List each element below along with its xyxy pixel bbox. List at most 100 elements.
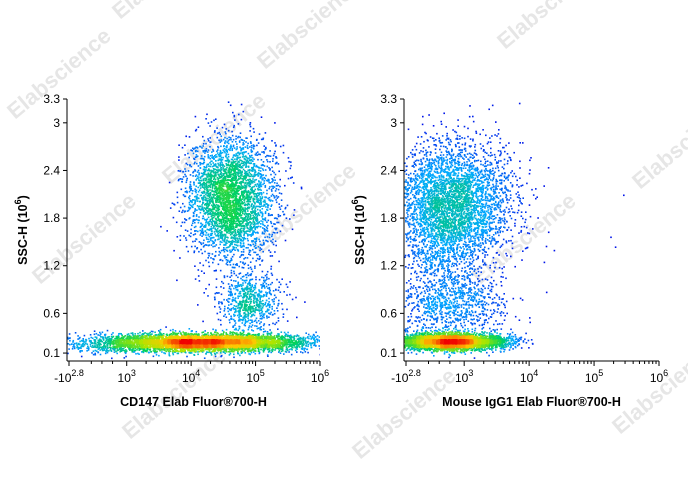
event-point bbox=[228, 138, 231, 141]
event-point bbox=[188, 190, 191, 193]
event-point bbox=[235, 309, 237, 311]
event-point bbox=[300, 186, 303, 189]
event-point bbox=[240, 209, 242, 212]
event-point bbox=[232, 167, 234, 170]
event-point bbox=[224, 192, 227, 194]
event-point bbox=[205, 203, 208, 205]
event-point bbox=[234, 308, 237, 310]
event-point bbox=[225, 199, 228, 202]
event-point bbox=[247, 247, 249, 249]
event-point bbox=[233, 272, 236, 275]
event-point bbox=[212, 200, 214, 202]
event-point bbox=[245, 308, 247, 310]
event-point bbox=[184, 170, 187, 173]
event-point bbox=[273, 217, 276, 220]
event-point bbox=[81, 344, 83, 346]
event-point bbox=[260, 248, 263, 250]
event-point bbox=[179, 257, 181, 259]
event-point bbox=[220, 235, 222, 238]
event-point bbox=[117, 334, 120, 337]
event-point bbox=[202, 179, 205, 181]
event-point bbox=[312, 342, 315, 344]
event-point bbox=[264, 156, 267, 158]
event-point bbox=[231, 158, 234, 161]
event-point bbox=[189, 189, 192, 192]
event-point bbox=[218, 154, 221, 156]
event-point bbox=[245, 165, 248, 168]
event-point bbox=[247, 198, 250, 201]
event-point bbox=[141, 347, 143, 350]
event-point bbox=[221, 175, 223, 177]
event-point bbox=[262, 333, 265, 336]
event-point bbox=[205, 234, 207, 236]
event-point bbox=[189, 181, 192, 183]
event-point bbox=[194, 161, 196, 164]
event-point bbox=[186, 191, 188, 194]
event-point bbox=[195, 191, 197, 194]
event-point bbox=[251, 334, 253, 337]
event-point bbox=[244, 170, 246, 172]
event-point bbox=[207, 244, 210, 247]
event-point bbox=[246, 224, 249, 226]
event-point bbox=[217, 166, 219, 168]
event-point bbox=[255, 317, 258, 320]
event-point bbox=[261, 208, 264, 210]
event-point bbox=[127, 333, 130, 335]
event-point bbox=[255, 193, 257, 195]
event-point bbox=[207, 186, 209, 189]
event-point bbox=[235, 168, 237, 170]
event-point bbox=[228, 183, 230, 186]
event-point bbox=[254, 153, 257, 156]
event-point bbox=[254, 211, 256, 214]
event-point bbox=[218, 185, 220, 187]
event-point bbox=[225, 226, 228, 229]
event-point bbox=[177, 352, 180, 355]
event-point bbox=[247, 210, 249, 212]
event-point bbox=[205, 197, 207, 200]
event-point bbox=[251, 222, 253, 224]
event-point bbox=[267, 206, 269, 209]
event-point bbox=[214, 227, 216, 230]
event-point bbox=[204, 185, 206, 187]
event-point bbox=[253, 164, 256, 166]
event-point bbox=[201, 162, 203, 165]
event-point bbox=[231, 214, 233, 217]
event-point bbox=[227, 226, 229, 229]
event-point bbox=[249, 192, 251, 195]
event-point bbox=[277, 196, 280, 198]
event-point bbox=[226, 230, 228, 233]
event-point bbox=[227, 159, 230, 162]
event-point bbox=[227, 196, 230, 198]
event-point bbox=[148, 351, 150, 354]
event-point bbox=[241, 156, 244, 158]
event-point bbox=[240, 148, 242, 150]
event-point bbox=[302, 344, 305, 346]
event-point bbox=[158, 333, 160, 336]
event-point bbox=[215, 269, 217, 272]
event-point bbox=[227, 161, 230, 164]
event-point bbox=[232, 228, 234, 230]
event-point bbox=[298, 346, 301, 348]
event-point bbox=[237, 282, 239, 284]
event-point bbox=[235, 192, 238, 195]
event-point bbox=[244, 155, 247, 157]
event-point bbox=[229, 218, 232, 220]
event-point bbox=[270, 214, 273, 216]
event-point bbox=[214, 171, 217, 173]
event-point bbox=[196, 162, 198, 165]
event-point bbox=[160, 225, 162, 228]
event-point bbox=[294, 346, 296, 349]
event-point bbox=[226, 299, 228, 301]
event-point bbox=[253, 231, 256, 233]
event-point bbox=[256, 219, 259, 221]
event-point bbox=[225, 241, 227, 244]
event-point bbox=[231, 164, 234, 167]
event-point bbox=[197, 351, 199, 353]
event-point bbox=[239, 242, 242, 244]
event-point bbox=[241, 173, 243, 175]
event-point bbox=[260, 189, 262, 191]
event-point bbox=[267, 303, 269, 305]
event-point bbox=[229, 308, 231, 311]
event-point bbox=[222, 201, 225, 204]
event-point bbox=[197, 230, 199, 233]
